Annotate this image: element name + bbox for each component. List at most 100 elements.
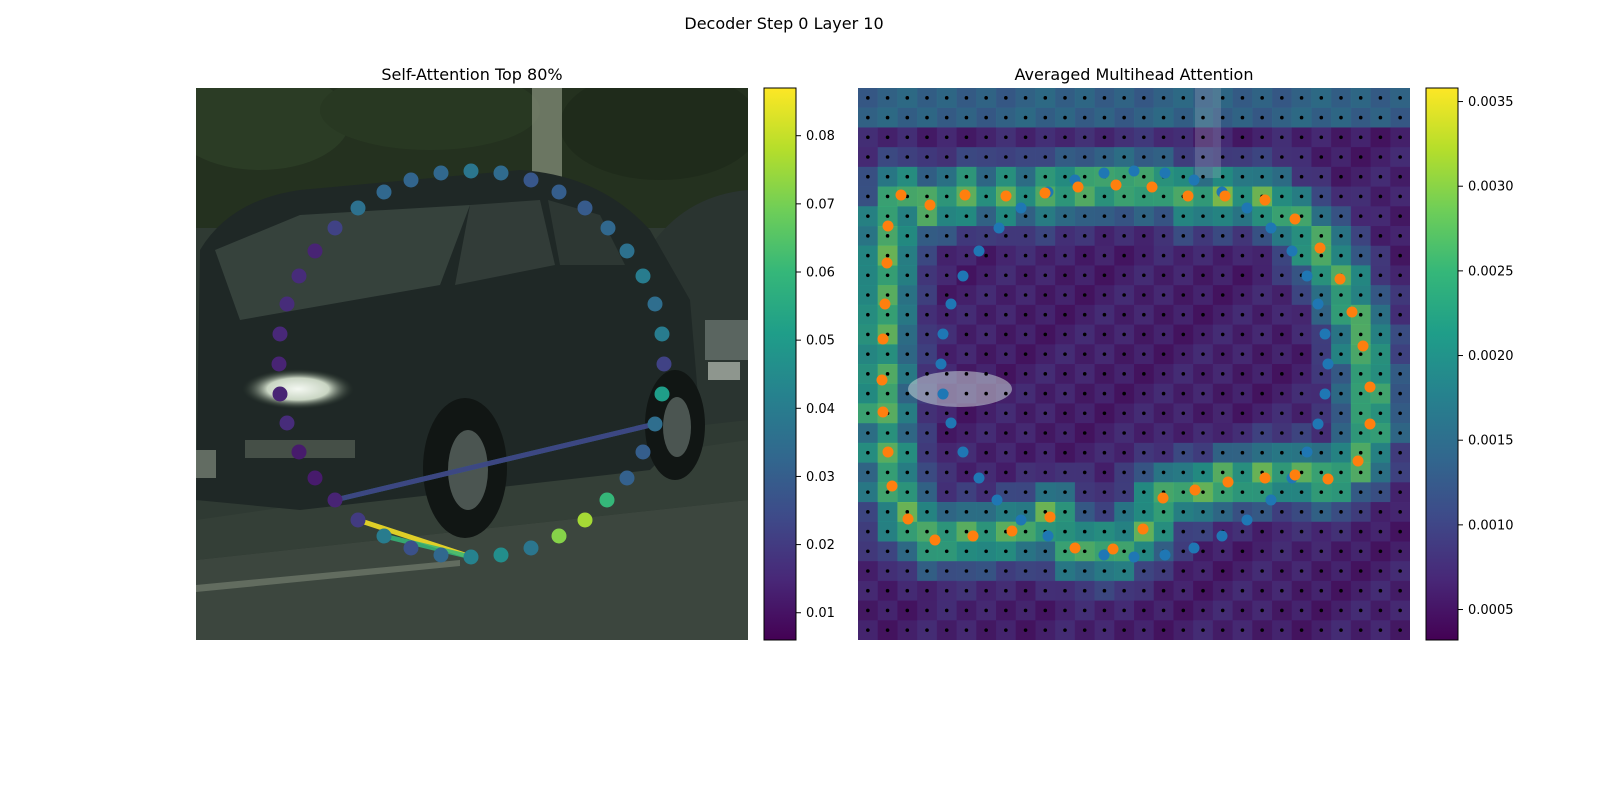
grid-dot <box>1240 332 1245 337</box>
grid-dot <box>1358 569 1363 573</box>
grid-dot <box>964 608 969 613</box>
grid-dot <box>1319 174 1324 179</box>
grid-dot <box>885 372 890 376</box>
attention-point <box>279 415 295 431</box>
grid-dot <box>925 135 929 140</box>
grid-dot <box>1201 510 1205 514</box>
grid-dot <box>1004 155 1008 159</box>
grid-dot <box>1102 115 1107 120</box>
grid-dot <box>925 155 929 159</box>
grid-dot <box>1122 135 1126 140</box>
grid-dot <box>1023 214 1028 218</box>
attention-point <box>403 172 419 188</box>
grid-dot <box>1358 194 1363 199</box>
grid-dot <box>1102 628 1107 632</box>
grid-dot <box>1142 174 1146 179</box>
attention-point <box>654 326 670 342</box>
grid-dot <box>1142 352 1146 356</box>
grid-dot <box>1378 115 1383 120</box>
inner-point <box>991 494 1003 506</box>
grid-dot <box>925 549 929 554</box>
grid-dot <box>984 529 988 534</box>
grid-dot <box>1142 490 1146 494</box>
grid-dot <box>1299 549 1304 554</box>
grid-dot <box>866 352 870 356</box>
grid-dot <box>1299 588 1304 593</box>
grid-dot <box>1220 490 1225 494</box>
grid-dot <box>1201 312 1205 317</box>
outer-point <box>1107 543 1119 555</box>
grid-dot <box>1398 372 1402 376</box>
grid-dot <box>944 194 949 199</box>
inner-point <box>1128 551 1140 563</box>
self-attention-colorbar <box>763 87 797 641</box>
grid-dot <box>1142 293 1146 297</box>
grid-dot <box>1102 135 1107 140</box>
grid-dot <box>1260 391 1264 396</box>
grid-dot <box>1280 214 1284 218</box>
grid-dot <box>964 529 969 534</box>
grid-dot <box>1339 391 1343 396</box>
grid-dot <box>1082 273 1087 278</box>
grid-dot <box>1004 510 1008 514</box>
colorbar-tick-label: 0.0005 <box>1468 603 1514 618</box>
grid-dot <box>1240 115 1245 120</box>
grid-dot <box>1280 96 1284 100</box>
attention-point <box>619 470 635 486</box>
attention-point <box>376 184 392 200</box>
grid-dot <box>1023 569 1028 573</box>
grid-dot <box>1220 391 1225 396</box>
outer-point <box>1346 306 1358 318</box>
grid-dot <box>1339 569 1343 573</box>
grid-dot <box>1339 115 1343 120</box>
grid-dot <box>1023 155 1028 159</box>
grid-dot <box>1240 510 1245 514</box>
grid-dot <box>1299 372 1304 376</box>
grid-dot <box>866 234 870 238</box>
grid-dot <box>1023 135 1028 140</box>
grid-dot <box>1122 372 1126 376</box>
multihead-attention-colorbar-ticks: 0.0005 0.0010 0.0015 0.0020 0.0025 0.0030 0.00… <box>1458 95 1514 618</box>
grid-dot <box>1319 529 1324 534</box>
grid-dot <box>1240 529 1245 534</box>
grid-dot <box>964 332 969 337</box>
grid-dot <box>905 293 910 297</box>
grid-dot <box>1102 253 1107 258</box>
grid-dot <box>905 470 910 475</box>
grid-dot <box>1043 155 1048 159</box>
grid-dot <box>1023 490 1028 494</box>
grid-dot <box>1142 332 1146 337</box>
outer-point <box>1039 187 1051 199</box>
grid-dot <box>1398 431 1402 435</box>
grid-dot <box>1280 450 1284 455</box>
grid-dot <box>1122 588 1126 593</box>
grid-dot <box>1161 431 1166 435</box>
attention-point <box>600 220 616 236</box>
grid-dot <box>1063 96 1067 100</box>
grid-dot <box>1358 608 1363 613</box>
grid-dot <box>1398 529 1402 534</box>
grid-dot <box>1161 332 1166 337</box>
grid-dot <box>1043 510 1048 514</box>
grid-dot <box>866 529 870 534</box>
grid-dot <box>1240 608 1245 613</box>
grid-dot <box>1043 490 1048 494</box>
grid-dots <box>866 96 1402 632</box>
grid-dot <box>1102 273 1107 278</box>
grid-dot <box>1102 96 1107 100</box>
attention-point <box>307 243 323 259</box>
car-photo-background <box>196 88 748 640</box>
grid-dot <box>1142 588 1146 593</box>
grid-dot <box>885 96 890 100</box>
grid-dot <box>1201 194 1205 199</box>
grid-dot <box>1082 588 1087 593</box>
colorbar-tick-label: 0.06 <box>806 266 835 281</box>
grid-dot <box>1358 450 1363 455</box>
grid-dot <box>1299 155 1304 159</box>
grid-dot <box>964 115 969 120</box>
grid-dot <box>1161 312 1166 317</box>
grid-dot <box>1102 490 1107 494</box>
grid-dot <box>1161 96 1166 100</box>
grid-dot <box>1043 115 1048 120</box>
grid-dot <box>944 214 949 218</box>
